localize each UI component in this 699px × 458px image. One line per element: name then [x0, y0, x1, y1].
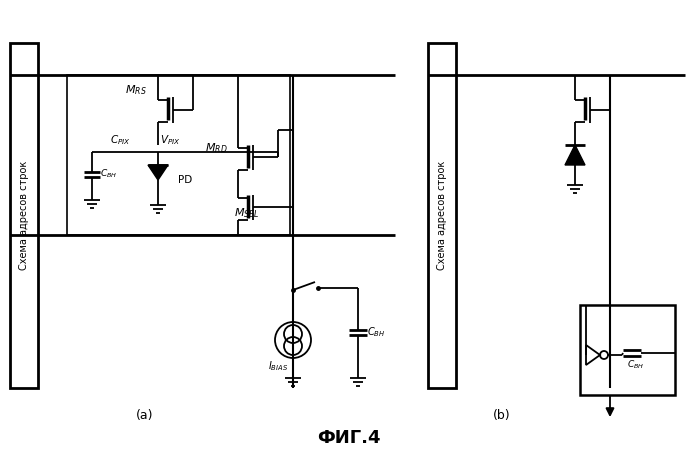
Text: (a): (a) — [136, 409, 154, 421]
Text: $C_{BH}$: $C_{BH}$ — [101, 168, 117, 180]
Text: Схема адресов строк: Схема адресов строк — [437, 160, 447, 270]
Text: Схема адресов строк: Схема адресов строк — [19, 160, 29, 270]
Polygon shape — [148, 165, 168, 180]
Text: $M_{RS}$: $M_{RS}$ — [125, 83, 147, 97]
Text: ФИГ.4: ФИГ.4 — [317, 429, 381, 447]
Text: $M_{SEL}$: $M_{SEL}$ — [234, 206, 259, 220]
Bar — [67, 75, 290, 235]
Text: $M_{RD}$: $M_{RD}$ — [205, 141, 227, 155]
Bar — [580, 305, 675, 395]
Text: $C_{PIX}$: $C_{PIX}$ — [110, 133, 131, 147]
Text: $I_{BIAS}$: $I_{BIAS}$ — [268, 359, 288, 373]
Text: PD: PD — [178, 175, 192, 185]
Text: (b): (b) — [493, 409, 511, 421]
Bar — [428, 43, 456, 388]
Bar — [10, 43, 38, 388]
Text: $V_{PIX}$: $V_{PIX}$ — [159, 133, 180, 147]
Text: $C_{BH}$: $C_{BH}$ — [367, 325, 385, 339]
Polygon shape — [565, 145, 585, 165]
Text: $C_{BH}$: $C_{BH}$ — [628, 359, 644, 371]
